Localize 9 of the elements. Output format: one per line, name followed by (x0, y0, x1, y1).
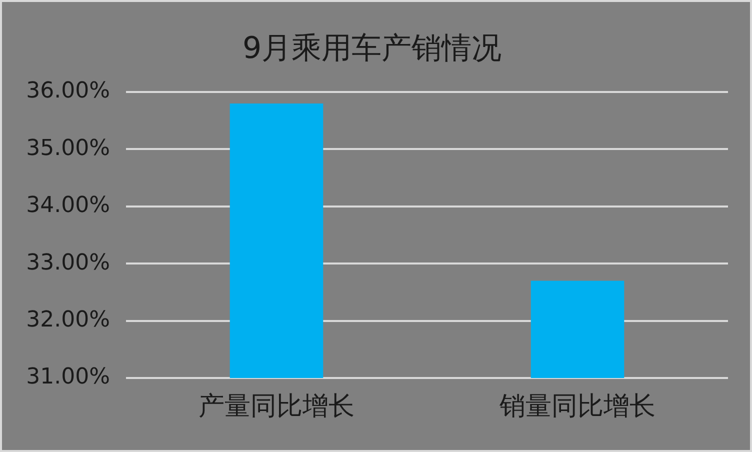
chart-title: 9月乘用车产销情况 (242, 30, 502, 66)
y-tick-label: 33.00% (26, 250, 110, 276)
y-tick-label: 31.00% (26, 364, 110, 390)
y-tick-label: 35.00% (26, 136, 110, 161)
y-tick-label: 36.00% (26, 78, 110, 104)
y-tick-label: 34.00% (26, 193, 110, 218)
x-tick-label: 销量同比增长 (498, 391, 656, 422)
y-tick-label: 32.00% (26, 308, 110, 333)
x-tick-label: 产量同比增长 (198, 391, 354, 422)
